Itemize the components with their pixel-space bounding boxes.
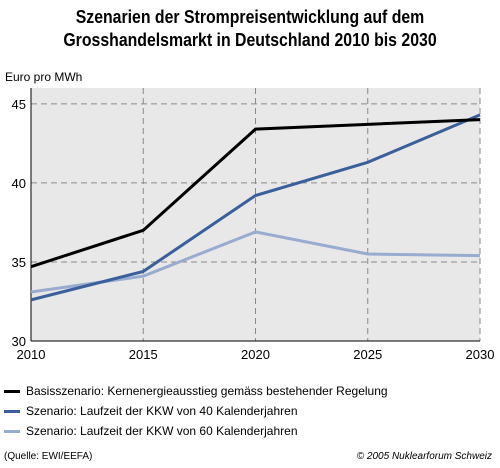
x-tick-label: 2025: [353, 347, 382, 362]
legend-swatch-basis: [4, 389, 20, 393]
y-axis-label: Euro pro MWh: [5, 70, 83, 84]
chart-title: Szenarien der Strompreisentwicklung auf …: [30, 6, 470, 52]
copyright-note: © 2005 Nuklearforum Schweiz: [356, 451, 492, 462]
x-tick-label: 2010: [17, 347, 46, 362]
y-tick-label: 30: [12, 334, 26, 349]
legend-item-60: Szenario: Laufzeit der KKW von 60 Kalend…: [4, 421, 388, 441]
legend: Basisszenario: Kernenergieausstieg gemäs…: [4, 381, 388, 441]
x-tick-label: 2020: [241, 347, 270, 362]
y-tick-label: 45: [12, 97, 26, 112]
legend-label-40: Szenario: Laufzeit der KKW von 40 Kalend…: [26, 404, 298, 418]
series-line-1: [30, 113, 481, 302]
legend-item-basis: Basisszenario: Kernenergieausstieg gemäs…: [4, 381, 388, 401]
legend-label-basis: Basisszenario: Kernenergieausstieg gemäs…: [26, 384, 388, 398]
series-line-0: [30, 118, 481, 269]
x-tick-label: 2015: [129, 347, 158, 362]
legend-swatch-60: [4, 429, 20, 433]
legend-label-60: Szenario: Laufzeit der KKW von 60 Kalend…: [26, 424, 298, 438]
x-tick-label: 2030: [466, 347, 495, 362]
y-tick-label: 40: [12, 176, 26, 191]
chart-title-line-2: Grosshandelsmarkt in Deutschland 2010 bi…: [63, 30, 437, 50]
line-chart: 30 35 40 45 2010 2015 2020 2025 2030: [12, 88, 495, 362]
source-note: (Quelle: EWI/EEFA): [4, 451, 93, 462]
chart-title-line-1: Szenarien der Strompreisentwicklung auf …: [75, 7, 425, 27]
legend-swatch-40: [4, 409, 20, 413]
y-tick-label: 35: [12, 255, 26, 270]
legend-item-40: Szenario: Laufzeit der KKW von 40 Kalend…: [4, 401, 388, 421]
